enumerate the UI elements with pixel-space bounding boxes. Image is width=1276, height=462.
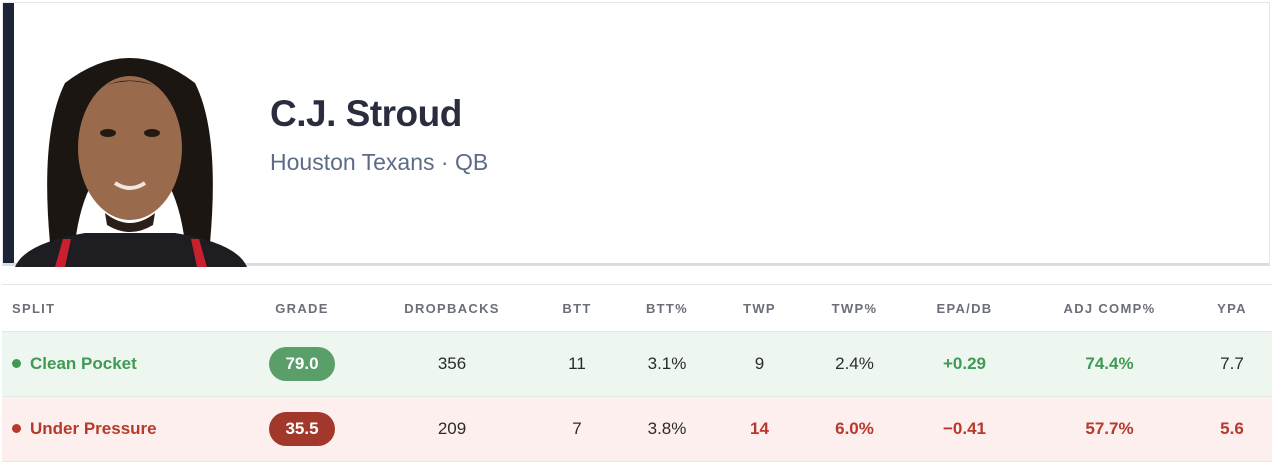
cell: 356 — [372, 331, 532, 397]
split-label: Under Pressure — [30, 419, 157, 438]
cell: −0.41 — [902, 396, 1027, 462]
splits-table: SPLIT GRADE DROPBACKS BTT BTT% TWP TWP% … — [2, 284, 1272, 462]
cell: 74.4% — [1027, 331, 1192, 397]
column-header: TWP — [712, 284, 807, 332]
cell: 5.6 — [1192, 396, 1272, 462]
player-subtitle: Houston Texans · QB — [270, 149, 489, 175]
cell: 11 — [532, 331, 622, 397]
grade-pill: 79.0 — [269, 347, 335, 381]
split-label: Clean Pocket — [30, 354, 137, 373]
status-dot — [12, 359, 21, 368]
cell: 3.8% — [622, 396, 712, 462]
cell: 14 — [712, 396, 807, 462]
column-header: TWP% — [807, 284, 902, 332]
header-row: SPLIT GRADE DROPBACKS BTT BTT% TWP TWP% … — [2, 284, 1272, 332]
cell: +0.29 — [902, 331, 1027, 397]
cell: 57.7% — [1027, 396, 1192, 462]
cell: 6.0% — [807, 396, 902, 462]
cell: 7 — [532, 396, 622, 462]
grade-cell: 35.5 — [232, 396, 372, 462]
table-row: Under Pressure 35.5 209 7 3.8% 14 6.0% −… — [2, 396, 1272, 462]
cell: 9 — [712, 331, 807, 397]
cell: 7.7 — [1192, 331, 1272, 397]
column-header: YPA — [1192, 284, 1272, 332]
table-row: Clean Pocket 79.0 356 11 3.1% 9 2.4% +0.… — [2, 331, 1272, 397]
split-cell: Under Pressure — [2, 396, 232, 462]
column-header: BTT — [532, 284, 622, 332]
column-header: DROPBACKS — [372, 284, 532, 332]
split-cell: Clean Pocket — [2, 331, 232, 397]
column-header: ADJ COMP% — [1027, 284, 1192, 332]
grade-pill: 35.5 — [269, 412, 335, 446]
player-photo — [15, 58, 247, 267]
accent-bar — [3, 3, 14, 263]
grade-cell: 79.0 — [232, 331, 372, 397]
column-header: SPLIT — [2, 284, 232, 332]
cell: 209 — [372, 396, 532, 462]
column-header: EPA/DB — [902, 284, 1027, 332]
cell: 2.4% — [807, 331, 902, 397]
column-header: BTT% — [622, 284, 712, 332]
status-dot — [12, 424, 21, 433]
player-name: C.J. Stroud — [270, 93, 462, 134]
cell: 3.1% — [622, 331, 712, 397]
column-header: GRADE — [232, 284, 372, 332]
player-card: C.J. Stroud Houston Texans · QB — [2, 2, 1270, 267]
